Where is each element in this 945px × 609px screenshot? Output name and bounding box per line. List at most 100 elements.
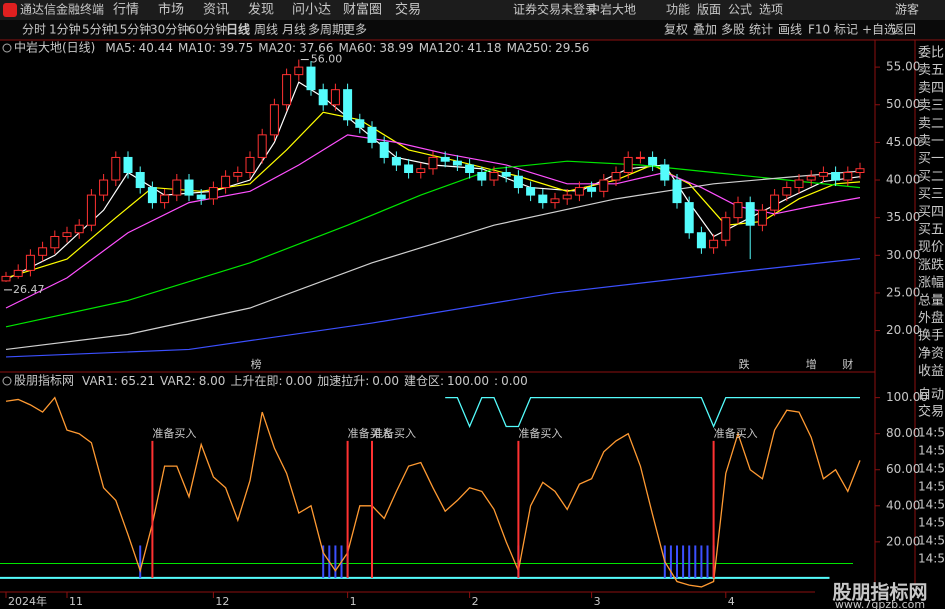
x-tick-label: 4 [728,595,735,608]
period-tab[interactable]: 月线 [282,23,306,37]
tool-button[interactable]: 复权 [664,23,688,37]
legend-value: 40.44 [139,41,173,55]
candle-body [111,156,121,181]
legend-icon [2,376,12,386]
candle-body [196,194,206,200]
candle-body [269,104,279,136]
candle-body [574,187,584,196]
legend-name: MA250: [507,41,553,55]
candle-body [648,156,658,166]
candle-body [635,156,645,159]
ma-line [5,111,861,279]
candle-body [233,171,243,177]
y-tick-label: 45.00 [886,135,920,149]
ma-line [5,170,861,351]
legend-value: 8.00 [199,374,226,388]
candle-body [221,175,231,189]
y-tick-label: 50.00 [886,97,920,111]
event-tag: 榜 [251,357,262,371]
candle-body [733,202,743,219]
event-tag: 财 [842,357,853,371]
indicator-line [5,396,861,588]
tool-button[interactable]: 返回 [892,23,916,37]
menu-item[interactable]: 发现 [248,2,274,18]
candle-body [599,179,609,192]
candle-body [74,224,84,234]
menu-item[interactable]: 财富圈 [343,2,382,18]
app-logo [3,3,17,17]
quote-label: 涨跌 [918,257,944,273]
menu-item[interactable]: 市场 [158,2,184,18]
quote-label: 卖二 [918,116,944,131]
legend-icon [2,43,12,53]
quote-label: 换手 [918,329,944,344]
candle-body [294,66,304,76]
tool-button[interactable]: 统计 [749,23,773,37]
menu-item[interactable]: 资讯 [203,3,229,18]
tool-button[interactable]: 画线 [778,23,802,37]
tool-button[interactable]: 叠加 [693,23,717,37]
legend-entry: :0.00 [494,374,528,388]
legend-value: 37.66 [299,41,333,55]
period-tab[interactable]: 60分钟 [188,22,227,37]
x-tick-label: 2024年 [8,594,47,608]
y-tick-label: 80.00 [886,426,920,440]
time-label: 14:56 [918,462,945,476]
legend-entry: MA60: 38.99 [338,41,413,55]
chart-title: 中岩大地(日线) [14,40,95,55]
menu-item[interactable]: 交易 [395,2,421,18]
indicator-title: 股朋指标网 [14,373,74,388]
candle-body [587,187,597,192]
menu-right[interactable]: 功能 [666,3,690,17]
tool-button[interactable]: F10 [808,23,830,37]
quote-label: 外盘 [918,310,944,326]
candle-body [208,187,218,200]
time-label: 14:56 [918,534,945,548]
user: 游客 [895,2,919,17]
quote-label: 卖一 [918,134,944,149]
legend-value: 100.00 [447,374,489,388]
candle-body [123,156,133,173]
legend-name: : [494,374,498,388]
candle-body [160,194,170,204]
quote-label: 买五 [918,223,944,238]
candle-body [282,74,292,106]
quote-label: 委比 [918,46,944,61]
login-notice: 证券交易未登录 [513,2,597,17]
candle-body [25,254,35,271]
legend-name: VAR2: [160,374,196,388]
period-tab[interactable]: 更多 [343,23,367,37]
tool-button[interactable]: +自选 [862,23,896,37]
period-tab[interactable]: 分时 [22,23,46,37]
menu-right[interactable]: 公式 [728,3,752,17]
legend-name: MA60: [338,41,376,55]
period-tab[interactable]: 15分钟 [112,22,151,37]
candle-body [757,209,767,226]
period-tab[interactable]: 多周期 [308,23,344,37]
event-tag: 增 [806,357,817,371]
period-tab[interactable]: 1分钟 [49,22,81,37]
tool-button[interactable]: 标记 [834,23,858,37]
period-tab[interactable]: 5分钟 [82,22,114,37]
period-tab[interactable]: 周线 [254,23,278,37]
period-tab[interactable]: 30分钟 [150,22,189,37]
legend-entry: MA120: 41.18 [419,41,502,55]
candle-body [794,179,804,189]
candle-body [38,247,48,256]
quote-label: 买一 [918,152,944,167]
candle-body [745,202,755,226]
period-tab[interactable]: 日线 [226,22,250,37]
legend-name: 加速拉升: [317,373,369,388]
y-tick-label: 30.00 [886,248,920,262]
menu-right[interactable]: 选项 [759,3,783,17]
legend-value: 0.00 [372,374,399,388]
menu-item[interactable]: 行情 [113,3,139,18]
candle-body [684,202,694,234]
tool-button[interactable]: 多股 [721,23,745,37]
menu-right[interactable]: 版面 [697,3,721,17]
legend-name: MA10: [178,41,216,55]
menu-item[interactable]: 问小达 [292,3,331,18]
legend-name: 建仓区: [404,374,444,388]
candle-body [465,164,475,173]
x-tick-label: 12 [215,595,229,608]
